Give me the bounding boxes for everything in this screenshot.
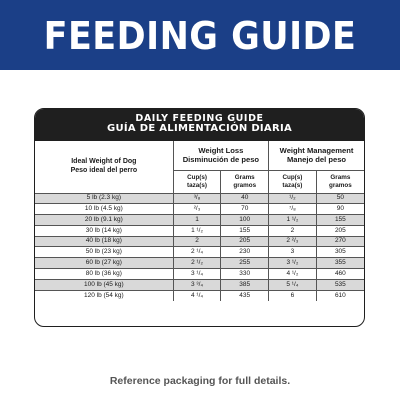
loss-cups-header-es: taza(s) xyxy=(187,181,207,189)
weight-column-header: Ideal Weight of Dog Peso ideal del perro xyxy=(35,141,174,194)
loss-cups-cell: 2 ¹/₂ xyxy=(172,257,222,270)
mgmt-cups-cell: 1 ¹/₂ xyxy=(268,214,317,226)
mgmt-cups-cell: 5 ¹/₄ xyxy=(268,278,317,291)
loss-grams-cell: 40 xyxy=(220,192,270,205)
weight-cell: 80 lb (36 kg) xyxy=(35,268,174,280)
loss-cups-cell: 3 ¹/₄ xyxy=(172,268,222,280)
header-banner: FEEDING GUIDE xyxy=(0,0,400,70)
mgmt-cups-cell: 3 ¹/₂ xyxy=(268,257,317,270)
table-row: 100 lb (45 kg) 3 ³/₄ 385 5 ¹/₄ 535 xyxy=(35,278,364,291)
weight-cell: 10 lb (4.5 kg) xyxy=(35,203,174,216)
loss-cups-header-en: Cup(s) xyxy=(187,173,207,181)
mgmt-grams-cell: 355 xyxy=(315,257,364,270)
weight-cell: 20 lb (9.1 kg) xyxy=(35,214,174,226)
mgmt-grams-cell: 155 xyxy=(315,214,364,226)
table-heading-en: DAILY FEEDING GUIDE xyxy=(135,113,264,124)
loss-cups-cell: 2 xyxy=(172,235,222,248)
loss-grams-cell: 385 xyxy=(220,278,270,291)
loss-grams-header: Grams gramos xyxy=(220,169,270,194)
weight-loss-header-en: Weight Loss xyxy=(198,146,244,156)
loss-grams-cell: 255 xyxy=(220,257,270,270)
mgmt-grams-cell: 90 xyxy=(315,203,364,216)
mgmt-grams-header-es: gramos xyxy=(329,181,352,189)
page-title: FEEDING GUIDE xyxy=(43,14,357,58)
loss-cups-cell: ²/₃ xyxy=(172,203,222,216)
weight-cell: 60 lb (27 kg) xyxy=(35,257,174,270)
mgmt-grams-cell: 205 xyxy=(315,224,364,237)
weight-cell: 120 lb (54 kg) xyxy=(35,289,174,301)
weight-header-es: Peso ideal del perro xyxy=(70,166,138,174)
loss-grams-cell: 100 xyxy=(220,214,270,226)
table-row: 5 lb (2.3 kg) ³/₈ 40 ¹/₂ 50 xyxy=(35,192,364,205)
mgmt-cups-cell: 4 ¹/₂ xyxy=(268,268,317,280)
loss-grams-cell: 155 xyxy=(220,224,270,237)
weight-management-header-es: Manejo del peso xyxy=(286,155,347,165)
mgmt-grams-cell: 50 xyxy=(315,192,364,205)
loss-grams-header-es: gramos xyxy=(233,181,257,189)
mgmt-cups-cell: 2 ²/₃ xyxy=(268,235,317,248)
table-row: 120 lb (54 kg) 4 ¹/₄ 435 6 610 xyxy=(35,289,364,301)
mgmt-cups-cell: 2 xyxy=(268,224,317,237)
weight-cell: 5 lb (2.3 kg) xyxy=(35,192,174,205)
loss-cups-cell: 1 xyxy=(172,214,222,226)
weight-header-en: Ideal Weight of Dog xyxy=(71,158,137,166)
weight-management-group-header: Weight Management Manejo del peso xyxy=(268,141,364,171)
weight-cell: 40 lb (18 kg) xyxy=(35,235,174,248)
loss-cups-cell: 3 ³/₄ xyxy=(172,278,222,291)
table-row: 10 lb (4.5 kg) ²/₃ 70 ⁷/₈ 90 xyxy=(35,203,364,216)
mgmt-grams-header-en: Grams xyxy=(330,173,351,181)
table-heading-es: GUÍA DE ALIMENTACIÓN DIARIA xyxy=(106,122,293,134)
loss-cups-header: Cup(s) taza(s) xyxy=(173,169,222,194)
mgmt-grams-cell: 535 xyxy=(315,278,364,291)
loss-cups-cell: 2 ¹/₄ xyxy=(172,246,222,259)
loss-grams-cell: 205 xyxy=(220,235,270,248)
loss-grams-cell: 435 xyxy=(220,289,270,301)
weight-cell: 50 lb (23 kg) xyxy=(35,246,174,259)
loss-grams-header-en: Grams xyxy=(234,173,255,181)
mgmt-cups-header: Cup(s) taza(s) xyxy=(268,169,317,194)
feeding-table: Ideal Weight of Dog Peso ideal del perro… xyxy=(35,141,364,301)
mgmt-grams-cell: 270 xyxy=(315,235,364,248)
mgmt-cups-header-es: taza(s) xyxy=(282,181,303,189)
loss-cups-cell: ³/₈ xyxy=(172,192,222,205)
table-row: 80 lb (36 kg) 3 ¹/₄ 330 4 ¹/₂ 460 xyxy=(35,268,364,280)
mgmt-grams-header: Grams gramos xyxy=(315,169,364,194)
weight-loss-group-header: Weight Loss Disminución de peso xyxy=(172,141,270,171)
loss-grams-cell: 330 xyxy=(220,268,270,280)
table-row: 30 lb (14 kg) 1 ¹/₂ 155 2 205 xyxy=(35,224,364,237)
table-row: 20 lb (9.1 kg) 1 100 1 ¹/₂ 155 xyxy=(35,214,364,226)
mgmt-cups-cell: ⁷/₈ xyxy=(268,203,317,216)
footer-note: Reference packaging for full details. xyxy=(109,375,291,387)
mgmt-cups-cell: 3 xyxy=(268,246,317,259)
table-row: 50 lb (23 kg) 2 ¹/₄ 230 3 305 xyxy=(35,246,364,259)
mgmt-cups-cell: 6 xyxy=(268,289,317,301)
table-row: 40 lb (18 kg) 2 205 2 ²/₃ 270 xyxy=(35,235,364,248)
weight-loss-header-es: Disminución de peso xyxy=(182,155,260,165)
mgmt-grams-cell: 460 xyxy=(315,268,364,280)
loss-grams-cell: 70 xyxy=(220,203,270,216)
mgmt-cups-cell: ¹/₂ xyxy=(268,192,317,205)
loss-cups-cell: 1 ¹/₂ xyxy=(172,224,222,237)
mgmt-grams-cell: 305 xyxy=(315,246,364,259)
weight-cell: 30 lb (14 kg) xyxy=(35,224,174,237)
mgmt-grams-cell: 610 xyxy=(315,289,364,301)
loss-grams-cell: 230 xyxy=(220,246,270,259)
weight-cell: 100 lb (45 kg) xyxy=(35,278,174,291)
feeding-guide-table: DAILY FEEDING GUIDE GUÍA DE ALIMENTACIÓN… xyxy=(34,108,365,327)
mgmt-cups-header-en: Cup(s) xyxy=(282,173,303,181)
table-heading: DAILY FEEDING GUIDE GUÍA DE ALIMENTACIÓN… xyxy=(35,109,364,141)
loss-cups-cell: 4 ¹/₄ xyxy=(172,289,222,301)
weight-management-header-en: Weight Management xyxy=(279,146,354,156)
table-row: 60 lb (27 kg) 2 ¹/₂ 255 3 ¹/₂ 355 xyxy=(35,257,364,270)
